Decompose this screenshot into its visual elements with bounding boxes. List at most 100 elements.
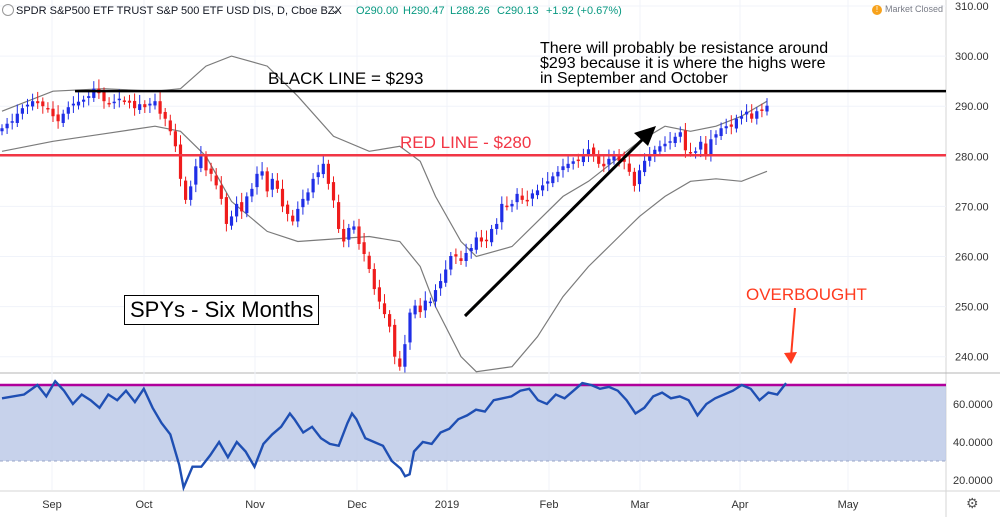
market-status-text: Market Closed: [885, 4, 944, 14]
candle: [637, 170, 642, 185]
candle: [520, 195, 524, 200]
candle: [551, 176, 555, 184]
candle: [224, 197, 228, 224]
x-tick-label: Apr: [731, 499, 748, 511]
candle: [148, 103, 152, 106]
candle: [750, 113, 754, 119]
candle: [694, 151, 698, 153]
warning-icon: !: [872, 5, 882, 15]
candle: [673, 136, 677, 144]
x-tick-label: Oct: [135, 499, 152, 511]
candle: [372, 269, 376, 290]
candle: [377, 287, 381, 302]
candle: [270, 178, 274, 190]
symbol-title[interactable]: SPDR S&P500 ETF TRUST S&P 500 ETF USD DI…: [16, 5, 342, 17]
candle: [357, 226, 361, 244]
x-tick-label: Sep: [42, 499, 62, 511]
candle: [235, 203, 239, 217]
candle: [632, 171, 636, 186]
candle: [612, 154, 616, 161]
overbought-arrow-head: [784, 352, 797, 364]
candle: [479, 237, 483, 242]
candle: [474, 237, 478, 250]
candle: [199, 155, 203, 169]
y-tick-label: 290.00: [955, 101, 989, 113]
candle: [653, 149, 657, 155]
candle: [719, 128, 723, 137]
candle: [342, 228, 346, 242]
candle: [500, 203, 504, 223]
candle: [484, 239, 489, 242]
candle: [658, 146, 662, 152]
black-line-label: BLACK LINE = $293: [268, 69, 424, 88]
collapse-icon[interactable]: [2, 4, 14, 16]
candle: [490, 228, 494, 243]
candle: [617, 154, 621, 161]
candle: [301, 198, 305, 208]
overbought-label: OVERBOUGHT: [746, 285, 867, 304]
candle: [229, 216, 234, 226]
candle: [209, 168, 213, 174]
note-line: $293 because it is where the highs were: [540, 55, 826, 72]
candle: [255, 173, 259, 188]
candle: [433, 290, 438, 302]
candle: [495, 223, 499, 229]
y-tick-label: 240.00: [955, 352, 989, 364]
candle: [275, 180, 279, 189]
candle: [102, 91, 106, 102]
candle: [541, 185, 545, 191]
candle: [265, 171, 269, 192]
candle: [439, 281, 443, 289]
market-status: ! Market Closed: [872, 4, 943, 15]
candle: [15, 113, 19, 123]
candle: [566, 163, 570, 169]
candle: [597, 156, 601, 164]
y-tick-label: 250.00: [955, 302, 989, 314]
candle: [418, 305, 422, 313]
candle: [464, 252, 468, 262]
candle: [367, 255, 371, 270]
candle: [755, 111, 759, 119]
low-value: L288.26: [450, 5, 490, 17]
candle: [25, 104, 30, 107]
bollinger-upper-band: [1, 55, 768, 258]
candle: [117, 98, 121, 101]
candle: [331, 182, 336, 201]
rsi-tick-label: 60.0000: [953, 399, 993, 411]
candle: [352, 226, 356, 230]
chevron-down-icon[interactable]: ⌄: [330, 4, 340, 16]
candle: [648, 156, 652, 161]
high-value: H290.47: [403, 5, 445, 17]
trend-arrow-head: [634, 126, 656, 146]
candle: [714, 134, 718, 138]
candle: [189, 186, 193, 200]
candle: [0, 128, 4, 132]
candle: [337, 202, 341, 229]
candle: [163, 111, 167, 119]
candle: [449, 255, 453, 270]
rsi-band-fill: [0, 385, 946, 461]
candle: [530, 193, 534, 199]
candle: [153, 101, 157, 106]
candle: [316, 172, 320, 178]
candle: [36, 101, 40, 104]
candle: [296, 208, 300, 222]
candle: [515, 193, 519, 203]
candle: [510, 203, 514, 207]
candle: [87, 96, 91, 98]
note-line: There will probably be resistance around: [540, 40, 829, 57]
x-tick-label: Mar: [631, 499, 650, 511]
candle: [602, 163, 606, 167]
y-tick-label: 300.00: [955, 51, 989, 63]
candle: [5, 123, 9, 129]
candle: [408, 312, 412, 343]
candle: [127, 100, 132, 103]
candle: [311, 178, 315, 193]
y-tick-label: 310.00: [955, 1, 989, 13]
gear-icon[interactable]: ⚙: [966, 495, 979, 511]
candle: [398, 358, 402, 367]
candle: [178, 144, 183, 179]
candle: [765, 105, 769, 112]
candle: [71, 103, 75, 106]
